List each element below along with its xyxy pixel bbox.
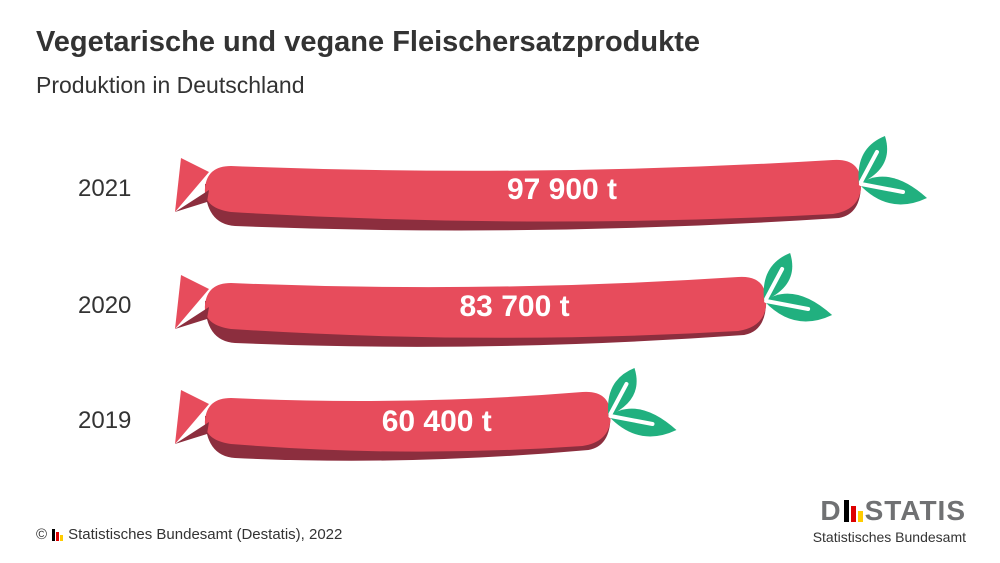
logo-letter-d: D	[820, 495, 842, 526]
leaf-vein-2021	[858, 182, 905, 194]
sausage-tail-shade-2020	[175, 307, 209, 329]
sausage-tail-2021	[175, 158, 209, 212]
chart-title: Vegetarische und vegane Fleischersatzpro…	[36, 26, 701, 58]
value-label-2020: 83 700 t	[460, 290, 570, 323]
leaf-vein-2020	[764, 267, 785, 301]
logo-letters: STATIS	[864, 495, 966, 526]
sausage-tail-shade-2021	[175, 190, 209, 212]
leaf-vein-2019	[608, 382, 629, 416]
year-label-2020: 2020	[78, 292, 131, 319]
sausage-tail-2019	[175, 390, 209, 444]
sausage-bar-2020: 2020 83 700 t	[78, 253, 833, 347]
logo-bars-icon	[843, 500, 863, 522]
year-label-2021: 2021	[78, 175, 131, 202]
flag-bars-icon	[52, 528, 64, 541]
value-label-2019: 60 400 t	[382, 405, 492, 438]
copyright-symbol: ©	[36, 526, 48, 543]
source-footer: © Statistisches Bundesamt (Destatis), 20…	[36, 526, 342, 543]
sausage-bar-2019: 2019 60 400 t	[78, 368, 677, 461]
sausage-body-2021	[204, 159, 862, 222]
leaf-vein-2019	[608, 414, 655, 426]
leaf-vein-2020	[764, 299, 811, 311]
sausage-body-2020	[204, 276, 767, 338]
sausage-tail-2020	[175, 275, 209, 329]
value-label-2021: 97 900 t	[507, 173, 617, 206]
sausage-body-2019	[204, 391, 611, 452]
sausage-bar-2021: 2021 97 900 t	[78, 136, 927, 231]
chart-subtitle: Produktion in Deutschland	[36, 72, 305, 98]
source-text: Statistisches Bundesamt (Destatis), 2022	[68, 526, 343, 543]
year-label-2019: 2019	[78, 407, 131, 434]
leaf-vein-2021	[858, 150, 879, 184]
logo-subtitle: Statistisches Bundesamt	[812, 529, 966, 545]
destatis-logo: D STATIS Statistisches Bundesamt	[812, 495, 966, 546]
sausage-tail-shade-2019	[175, 422, 209, 444]
